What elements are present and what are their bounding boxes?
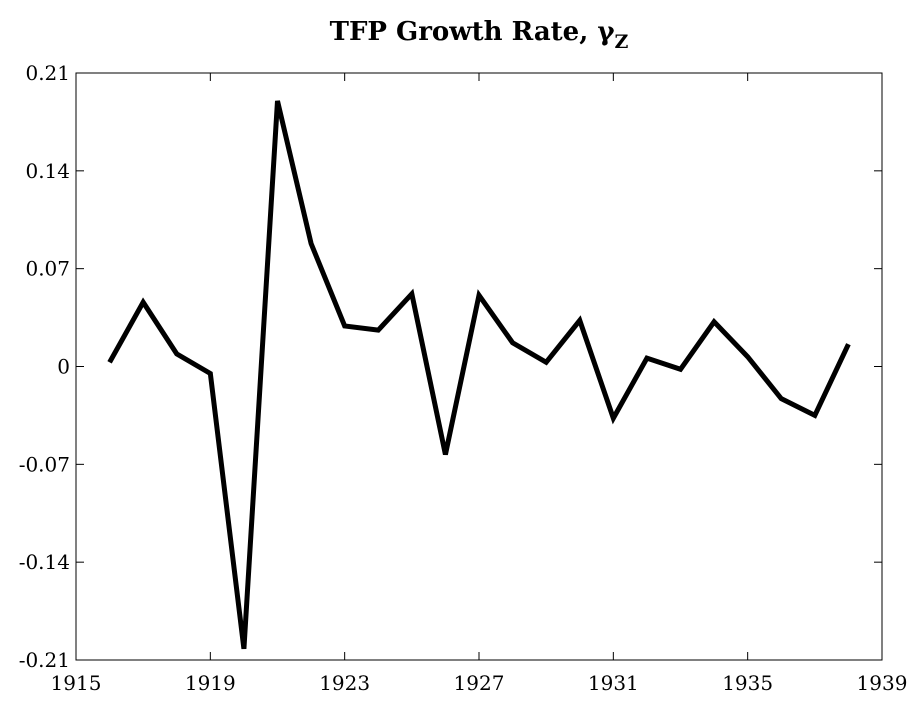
title-subscript: Z [615, 31, 629, 53]
y-tick-label: -0.21 [19, 648, 70, 672]
chart-title: TFP Growth Rate, γZ [330, 17, 629, 53]
x-tick-label: 1927 [454, 671, 505, 695]
y-tick-label: -0.07 [19, 452, 70, 476]
x-tick-label: 1923 [319, 671, 370, 695]
x-tick-label: 1915 [51, 671, 102, 695]
x-tick-label: 1939 [857, 671, 908, 695]
y-tick-label: 0.21 [25, 61, 70, 85]
y-tick-label: 0 [57, 355, 70, 379]
y-tick-label: -0.14 [19, 550, 70, 574]
title-main: TFP Growth Rate, γ [330, 17, 616, 47]
y-tick-label: 0.07 [25, 257, 70, 281]
data-line [107, 100, 851, 650]
x-tick-label: 1935 [722, 671, 773, 695]
y-tick-label: 0.14 [25, 159, 70, 183]
x-tick-label: 1919 [185, 671, 236, 695]
x-tick-label: 1931 [588, 671, 639, 695]
